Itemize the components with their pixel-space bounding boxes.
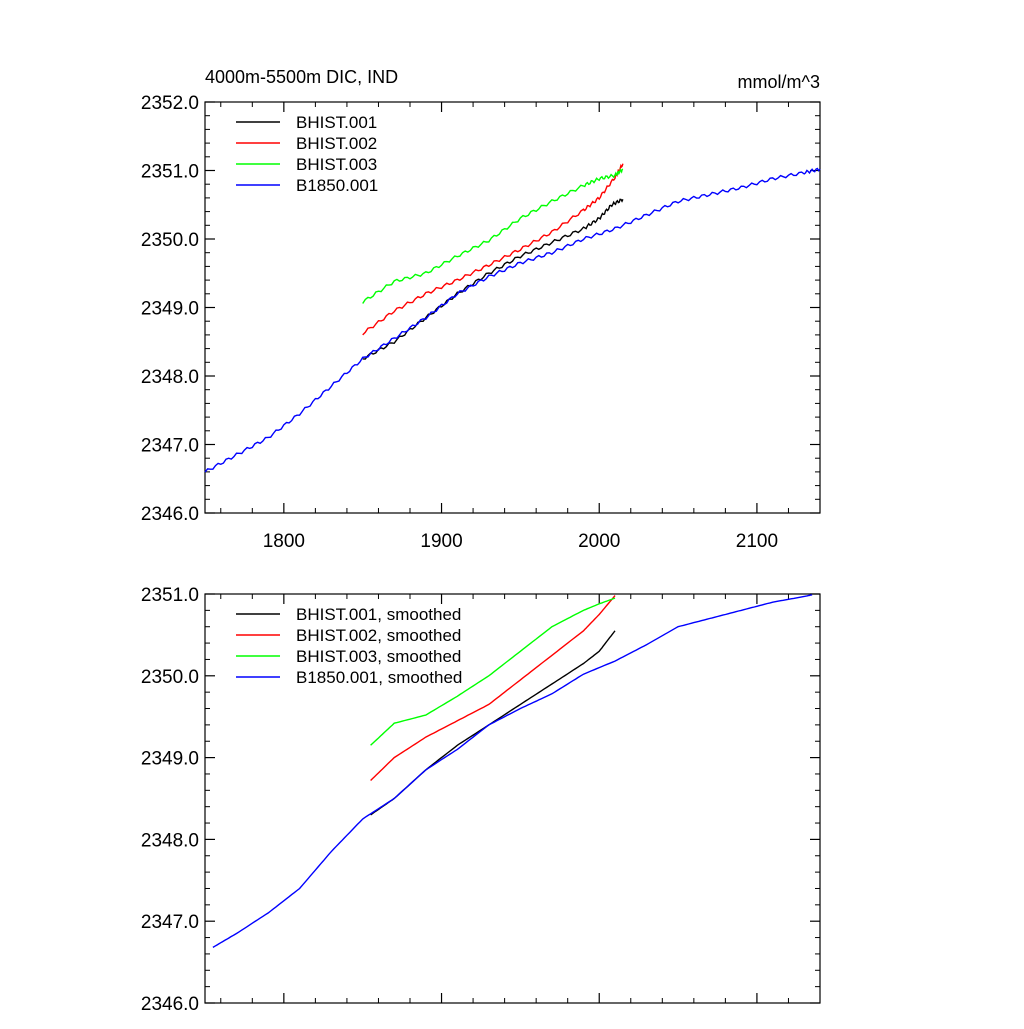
y-tick-label: 2348.0 bbox=[141, 830, 199, 851]
legend-label: BHIST.003, smoothed bbox=[296, 647, 461, 666]
bottom-panel: 2346.0 2347.0 2348.0 2349.0 2350.0 2351.0 BHIS… bbox=[141, 585, 821, 1015]
top-panel: 4000m-5500m DIC, IND mmol/m^3 2346.0 2347… bbox=[141, 67, 821, 552]
legend-label: BHIST.001 bbox=[296, 113, 377, 132]
legend-label: BHIST.002 bbox=[296, 134, 377, 153]
y-tick-label: 2350.0 bbox=[141, 230, 199, 251]
y-tick-label: 2351.0 bbox=[141, 162, 199, 183]
series-line-2 bbox=[370, 597, 616, 746]
y-tick-label: 2351.0 bbox=[141, 585, 199, 606]
units-label: mmol/m^3 bbox=[738, 72, 820, 92]
y-tick-label: 2347.0 bbox=[141, 912, 199, 933]
y-tick-label: 2352.0 bbox=[141, 93, 199, 114]
legend-label: B1850.001 bbox=[296, 176, 378, 195]
y-tick-label: 2346.0 bbox=[141, 504, 199, 525]
legend-label: B1850.001, smoothed bbox=[296, 668, 462, 687]
x-tick-label: 1900 bbox=[420, 531, 462, 552]
x-tick-label: 2100 bbox=[736, 531, 778, 552]
x-tick-label: 2000 bbox=[578, 531, 620, 552]
plot-frame bbox=[204, 593, 821, 1004]
y-tick-label: 2350.0 bbox=[141, 667, 199, 688]
legend-label: BHIST.002, smoothed bbox=[296, 626, 461, 645]
y-tick-label: 2347.0 bbox=[141, 436, 199, 457]
series-line-3 bbox=[212, 594, 813, 949]
series-line-1 bbox=[362, 163, 624, 336]
x-tick-label: 1800 bbox=[263, 531, 305, 552]
legend-label: BHIST.001, smoothed bbox=[296, 605, 461, 624]
series-line-2 bbox=[362, 168, 624, 304]
series-line-0 bbox=[362, 198, 624, 360]
series-line-1 bbox=[370, 595, 616, 781]
legend-label: BHIST.003 bbox=[296, 155, 377, 174]
y-tick-label: 2349.0 bbox=[141, 749, 199, 770]
y-tick-label: 2349.0 bbox=[141, 299, 199, 320]
y-tick-label: 2346.0 bbox=[141, 994, 199, 1015]
chart-title: 4000m-5500m DIC, IND bbox=[205, 67, 398, 87]
series-line-3 bbox=[204, 167, 821, 473]
y-tick-label: 2348.0 bbox=[141, 367, 199, 388]
